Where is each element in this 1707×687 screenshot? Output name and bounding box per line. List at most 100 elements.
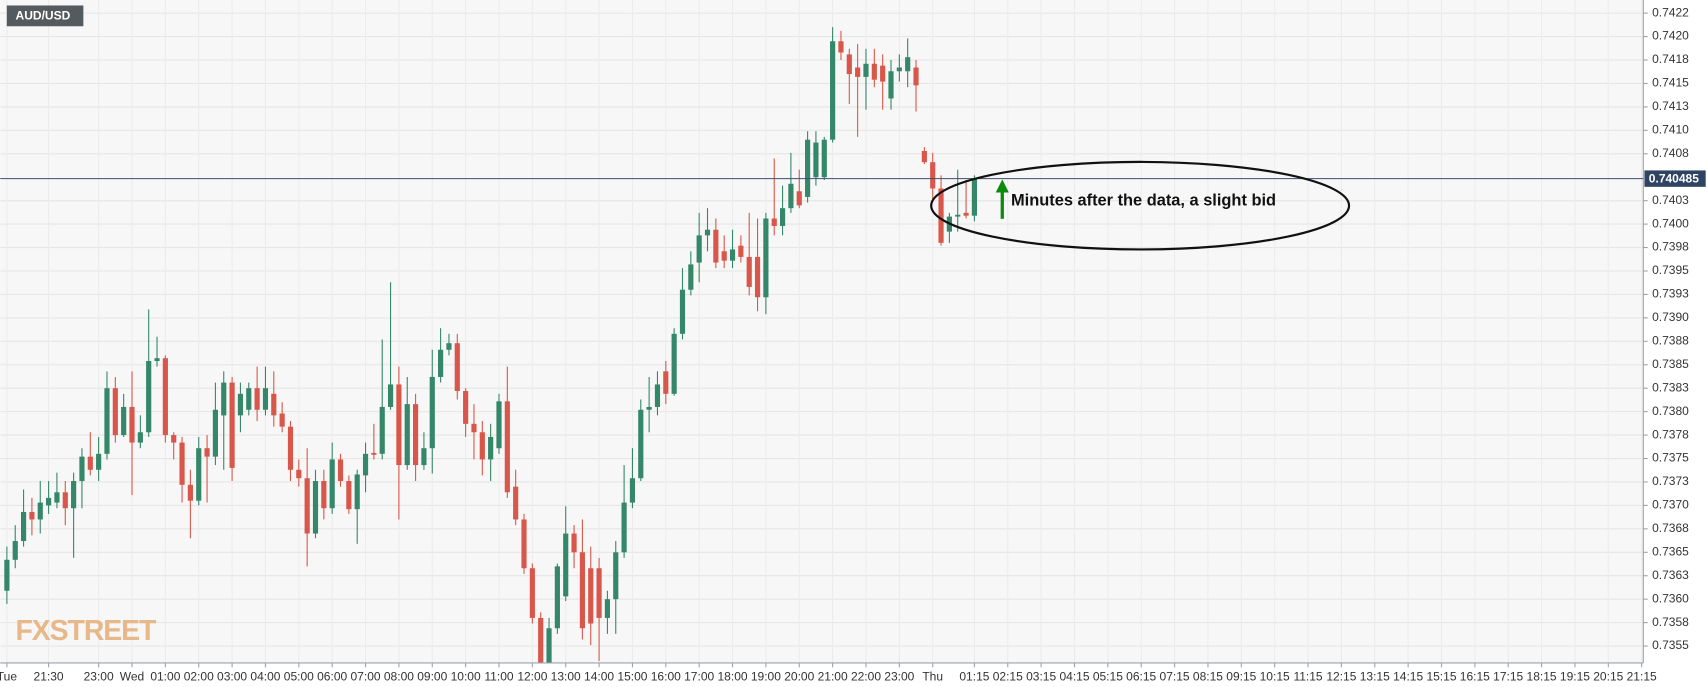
candle-body xyxy=(754,256,761,298)
symbol-label: AUD/USD xyxy=(16,9,71,23)
candle-body xyxy=(229,382,235,468)
x-tick-label: 21:00 xyxy=(818,669,848,683)
y-tick-label: 0.7380 xyxy=(1652,404,1689,418)
x-tick-label: 12:15 xyxy=(1326,669,1356,683)
candle-body xyxy=(346,481,352,510)
candle-body xyxy=(855,67,861,77)
candle-body xyxy=(221,382,227,416)
x-tick-label: 21:15 xyxy=(1627,669,1657,683)
candle-body xyxy=(37,502,43,520)
x-tick-label: 02:00 xyxy=(184,669,214,683)
candle-body xyxy=(237,393,244,416)
x-tick-label: 16:00 xyxy=(651,669,681,683)
y-tick-label: 0.7413 xyxy=(1652,99,1689,113)
candle-body xyxy=(905,57,911,72)
y-tick-label: 0.7390 xyxy=(1652,310,1689,324)
watermark: FXSTREET xyxy=(16,615,157,647)
symbol-badge xyxy=(6,5,84,27)
candle-body xyxy=(4,559,10,591)
current-price-badge xyxy=(1644,170,1706,187)
y-tick-label: 0.7383 xyxy=(1652,380,1689,394)
x-tick-label: 11:15 xyxy=(1293,669,1322,683)
candle-body xyxy=(287,426,294,470)
candle-body xyxy=(396,384,402,466)
candle-body xyxy=(471,423,477,433)
candle-body xyxy=(321,481,327,509)
candle-body xyxy=(638,409,644,479)
candle-body xyxy=(629,478,636,503)
candle-body xyxy=(938,188,944,243)
candle-body xyxy=(846,54,852,75)
y-tick-label: 0.7388 xyxy=(1652,333,1689,347)
candle-body xyxy=(571,533,577,553)
candle-body xyxy=(788,183,794,209)
candle-body xyxy=(538,617,544,663)
x-tick-label: Tue xyxy=(0,669,17,683)
current-price-label: 0.740485 xyxy=(1649,171,1699,185)
y-tick-label: 0.7365 xyxy=(1652,544,1689,558)
x-tick-label: 05:00 xyxy=(284,669,314,683)
x-tick-label: 17:15 xyxy=(1493,669,1523,683)
x-tick-label: 06:15 xyxy=(1126,669,1156,683)
candle-body xyxy=(696,235,702,263)
axes: 0.7355 0.7358 0.7360 0.7363 0.7365 0.7368 0.73… xyxy=(0,5,1706,683)
y-tick-label: 0.7368 xyxy=(1652,521,1689,535)
candle-body xyxy=(554,566,560,629)
candle-body xyxy=(479,432,485,460)
candle-body xyxy=(738,245,744,257)
candle-body xyxy=(955,214,961,217)
candle-body xyxy=(79,456,85,482)
x-tick-label: 04:15 xyxy=(1059,669,1089,683)
candle-body xyxy=(29,511,35,520)
candle-body xyxy=(671,333,677,394)
candle-body xyxy=(112,388,118,436)
candle-body xyxy=(12,541,18,560)
x-tick-label: 05:15 xyxy=(1093,669,1123,683)
annotation-ellipse xyxy=(930,160,1351,251)
candle-body xyxy=(721,251,727,261)
annotation-text: Minutes after the data, a slight bid xyxy=(1011,192,1276,210)
x-tick-label: 02:15 xyxy=(993,669,1023,683)
candle-body xyxy=(488,436,494,460)
y-tick-label: 0.7370 xyxy=(1652,498,1689,512)
y-tick-label: 0.7408 xyxy=(1652,146,1689,160)
candle-body xyxy=(529,568,535,618)
y-tick-label: 0.7385 xyxy=(1652,357,1689,371)
candle-body xyxy=(880,65,886,82)
candle-body xyxy=(379,406,385,454)
candle-body xyxy=(271,393,277,416)
x-tick-label: 14:00 xyxy=(584,669,614,683)
candle-body xyxy=(871,63,877,80)
candle-body xyxy=(971,178,977,216)
candle-body xyxy=(963,212,969,216)
x-tick-label: 10:15 xyxy=(1260,669,1290,683)
candle-body xyxy=(312,481,319,534)
annotation-arrow-head xyxy=(995,179,1009,193)
x-tick-label: 12:00 xyxy=(517,669,547,683)
candle-body xyxy=(204,448,210,457)
candle-body xyxy=(329,459,335,509)
candle-body xyxy=(438,349,444,377)
y-tick-label: 0.7410 xyxy=(1652,123,1689,137)
candle-body xyxy=(588,568,594,624)
candle-body xyxy=(62,492,68,509)
x-tick-label: 07:00 xyxy=(351,669,381,683)
candle-body xyxy=(71,481,77,509)
candle-body xyxy=(729,249,736,261)
candle-body xyxy=(838,41,844,53)
candle-body xyxy=(704,229,711,236)
x-tick-label: 16:15 xyxy=(1460,669,1490,683)
candle-body xyxy=(429,376,435,449)
y-tick-label: 0.7355 xyxy=(1652,638,1689,652)
candle-body xyxy=(563,533,569,597)
x-tick-label: 08:15 xyxy=(1193,669,1223,683)
candle-body xyxy=(162,358,168,436)
candle-body xyxy=(688,264,694,290)
candle-body xyxy=(613,552,619,600)
candle-body xyxy=(521,519,527,569)
candle-body xyxy=(196,448,202,501)
candle-body xyxy=(187,484,193,501)
x-tick-label: 23:00 xyxy=(84,669,114,683)
x-tick-label: 03:00 xyxy=(217,669,247,683)
